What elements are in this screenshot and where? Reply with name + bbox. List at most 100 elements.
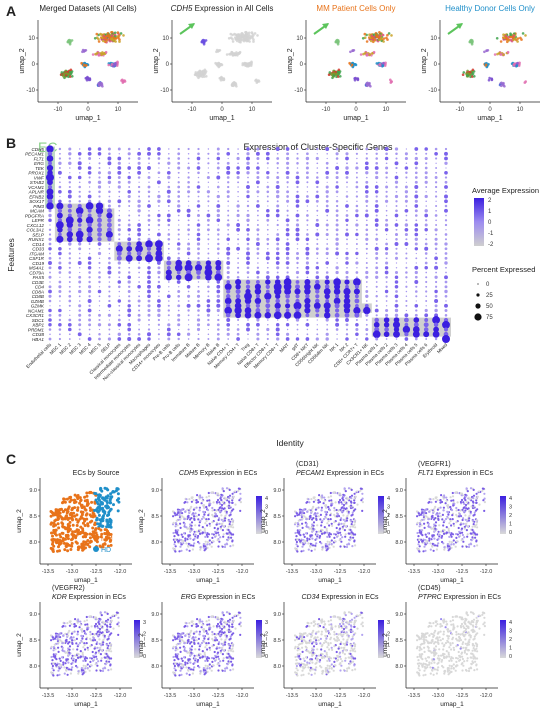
dot	[178, 229, 180, 231]
ec-point	[198, 524, 200, 526]
dot	[406, 248, 407, 249]
ec-point	[104, 487, 107, 490]
ec-point	[450, 500, 452, 502]
dot	[78, 223, 82, 227]
dot	[79, 191, 81, 193]
dot	[385, 266, 388, 269]
dot	[336, 247, 339, 250]
ec-point	[106, 514, 109, 517]
dot	[217, 157, 221, 161]
dot	[405, 253, 407, 255]
dot	[97, 223, 101, 227]
dot	[128, 233, 130, 235]
ec-point	[180, 550, 182, 552]
ec-point	[450, 520, 452, 522]
dot	[58, 190, 62, 194]
ec-point	[172, 532, 174, 534]
ec-point	[451, 541, 453, 543]
ec-point	[173, 543, 175, 545]
dot	[208, 248, 210, 250]
ec-point	[342, 528, 344, 530]
ec-point	[176, 531, 178, 533]
dot	[405, 276, 407, 278]
dot	[306, 233, 309, 236]
ec-point	[238, 499, 240, 501]
dot	[78, 281, 81, 284]
dot	[444, 185, 448, 189]
dot	[434, 276, 437, 279]
ec-point	[85, 514, 88, 517]
x-tick-label: 10	[249, 107, 256, 113]
dot	[396, 220, 397, 221]
dot	[286, 210, 288, 212]
ec-point	[77, 529, 80, 532]
dot	[376, 291, 378, 293]
ec-point	[450, 547, 452, 549]
ec-point	[448, 532, 450, 534]
dot	[177, 304, 180, 307]
dot	[286, 200, 289, 203]
dot	[198, 281, 199, 282]
dot	[59, 153, 61, 155]
umap-point	[518, 62, 521, 65]
dot	[385, 152, 388, 155]
ec-point	[73, 499, 76, 502]
dot	[108, 314, 111, 317]
ec-point	[62, 501, 65, 504]
ec-point	[98, 518, 101, 521]
umap-point	[248, 32, 251, 35]
dot	[128, 262, 130, 264]
dot	[356, 162, 358, 164]
ec-point	[306, 526, 308, 528]
ec-point	[216, 501, 218, 503]
dot	[98, 181, 101, 184]
dot	[188, 153, 190, 155]
ec-point	[183, 532, 185, 534]
dot	[276, 261, 280, 265]
ec-point	[85, 665, 87, 667]
dot	[345, 318, 349, 322]
x-tick-label: -10	[322, 107, 331, 113]
umap-point	[85, 64, 88, 67]
dot	[366, 205, 368, 207]
dot	[296, 257, 299, 260]
umap-point	[467, 72, 470, 75]
dot	[335, 242, 338, 245]
dot	[374, 322, 380, 328]
dot	[386, 182, 387, 183]
dot	[214, 273, 222, 281]
dot	[49, 314, 52, 317]
dot	[215, 265, 221, 271]
dot	[226, 238, 230, 242]
ec-point	[68, 527, 71, 530]
umap-point	[244, 38, 247, 41]
y-tick-label: -10	[428, 88, 437, 94]
dot	[373, 330, 381, 338]
dot	[345, 271, 348, 274]
dot	[316, 247, 319, 250]
dot	[314, 283, 321, 290]
ec-point	[50, 532, 53, 535]
dot	[207, 219, 210, 222]
dot	[306, 243, 308, 245]
ec-point	[172, 515, 174, 517]
dot	[267, 333, 269, 335]
dot	[178, 233, 180, 235]
umap-point	[250, 62, 253, 65]
dot	[217, 167, 220, 170]
dot	[98, 314, 101, 317]
dot	[168, 253, 169, 254]
dot	[315, 289, 319, 293]
dot	[306, 319, 308, 321]
dot	[326, 233, 329, 236]
dot	[217, 209, 220, 212]
dot	[78, 195, 81, 198]
dot	[99, 329, 100, 330]
dot	[227, 215, 229, 217]
ec-point	[437, 538, 439, 540]
ec-point	[342, 514, 344, 516]
ec-point	[63, 498, 66, 501]
dot	[375, 257, 378, 260]
dot	[147, 247, 151, 251]
